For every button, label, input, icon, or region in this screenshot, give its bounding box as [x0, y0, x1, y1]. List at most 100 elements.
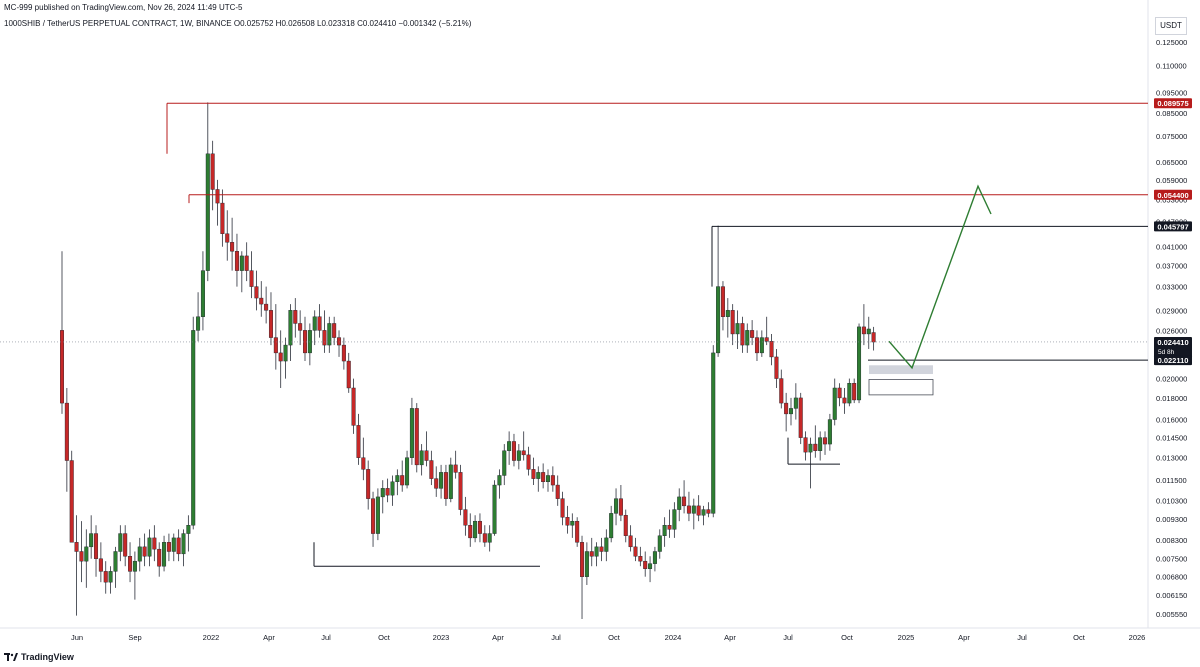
x-tick-label: Oct — [841, 633, 854, 642]
candle-body — [249, 270, 254, 287]
candle-body — [322, 330, 327, 346]
candle-body — [113, 551, 118, 572]
candle-body — [740, 323, 745, 346]
candle-body — [366, 469, 371, 499]
candle-body — [273, 337, 278, 354]
candle-body — [244, 255, 249, 271]
candle-body — [259, 297, 264, 305]
projection-path — [888, 184, 992, 370]
candle-body — [716, 286, 721, 354]
y-tick-label: 0.095000 — [1156, 88, 1187, 97]
price-label-0.089575: 0.089575 — [1154, 98, 1192, 109]
candle-body — [575, 520, 580, 543]
candle-body — [541, 472, 546, 483]
candle-body — [312, 316, 317, 331]
candle-body — [288, 310, 293, 346]
candle-body — [400, 475, 405, 486]
x-tick-label: 2022 — [203, 633, 220, 642]
candle-body — [351, 387, 356, 426]
fvg-zone-gray — [869, 365, 933, 375]
y-tick-label: 0.014500 — [1156, 434, 1187, 443]
candle-body — [278, 352, 283, 362]
x-tick-label: Jul — [1017, 633, 1027, 642]
candle-body — [337, 337, 342, 346]
candle-body — [89, 533, 94, 548]
currency-selector[interactable]: USDT — [1155, 17, 1187, 35]
candle-body — [234, 251, 239, 271]
x-tick-label: Apr — [263, 633, 275, 642]
candle-body — [871, 332, 876, 343]
candle-body — [409, 408, 414, 458]
candle-body — [181, 533, 186, 555]
candle-body — [546, 475, 551, 483]
y-tick-label: 0.009300 — [1156, 515, 1187, 524]
candle-body — [108, 571, 113, 583]
y-tick-label: 0.011500 — [1156, 476, 1187, 485]
y-tick-label: 0.026000 — [1156, 326, 1187, 335]
symbol-info: 1000SHIB / TetherUS PERPETUAL CONTRACT, … — [4, 19, 472, 28]
y-tick-label: 0.010300 — [1156, 496, 1187, 505]
y-tick-label: 0.013000 — [1156, 454, 1187, 463]
candle-body — [98, 558, 103, 572]
x-tick-label: 2026 — [1129, 633, 1146, 642]
candle-body — [239, 255, 244, 271]
candle-body — [196, 316, 201, 331]
candle-body — [434, 478, 439, 489]
price-label-countdown: 5d 8h — [1158, 349, 1175, 356]
y-tick-label: 0.075000 — [1156, 132, 1187, 141]
candle-body — [754, 337, 759, 354]
price-label-text: 0.022110 — [1158, 356, 1189, 365]
candle-body — [268, 310, 273, 338]
y-tick-label: 0.006150 — [1156, 591, 1187, 600]
candle-body — [453, 464, 458, 473]
x-tick-label: Oct — [1073, 633, 1086, 642]
candle-body — [847, 383, 852, 404]
tradingview-logo-icon — [4, 653, 18, 661]
price-label-0.024410: 0.024410 5d 8h — [1154, 336, 1192, 357]
candle-body — [691, 505, 696, 514]
candle-body — [672, 509, 677, 530]
candle-body — [638, 556, 643, 562]
candle-body — [696, 505, 701, 516]
candle-body — [429, 460, 434, 479]
candle-body — [375, 496, 380, 534]
candle-body — [827, 419, 832, 445]
candle-body — [215, 189, 220, 204]
candle-body — [789, 408, 794, 415]
y-tick-label: 0.008300 — [1156, 536, 1187, 545]
candle-body — [706, 509, 711, 514]
candle-body — [327, 323, 332, 346]
candle-body — [823, 437, 828, 445]
candle-body — [64, 402, 69, 461]
candle-body — [818, 437, 823, 451]
candle-body — [492, 484, 497, 534]
price-label-text: 0.024410 — [1157, 338, 1188, 347]
candle-body — [793, 397, 798, 409]
candle-body — [735, 323, 740, 335]
candle-body — [531, 469, 536, 479]
y-tick-label: 0.006800 — [1156, 573, 1187, 582]
candle-body — [866, 328, 871, 335]
candle-body — [813, 443, 818, 451]
candle-body — [332, 323, 337, 338]
candle-body — [803, 437, 808, 453]
candle-body — [380, 488, 385, 498]
candle-body — [764, 337, 769, 342]
candle-body — [555, 484, 560, 499]
candle-body — [264, 303, 269, 311]
candle-body — [94, 533, 99, 559]
candle-body — [784, 402, 789, 415]
candle-body — [371, 498, 376, 534]
candle-body — [482, 533, 487, 543]
candle-body — [128, 556, 133, 572]
x-tick-label: Jul — [783, 633, 793, 642]
candle-body — [609, 513, 614, 539]
candle-body — [750, 330, 755, 338]
x-tick-label: Apr — [958, 633, 970, 642]
candle-body — [701, 509, 706, 516]
candle-body — [356, 425, 361, 458]
candle-body — [711, 352, 716, 514]
candle-body — [759, 337, 764, 354]
candle-body — [798, 397, 803, 438]
